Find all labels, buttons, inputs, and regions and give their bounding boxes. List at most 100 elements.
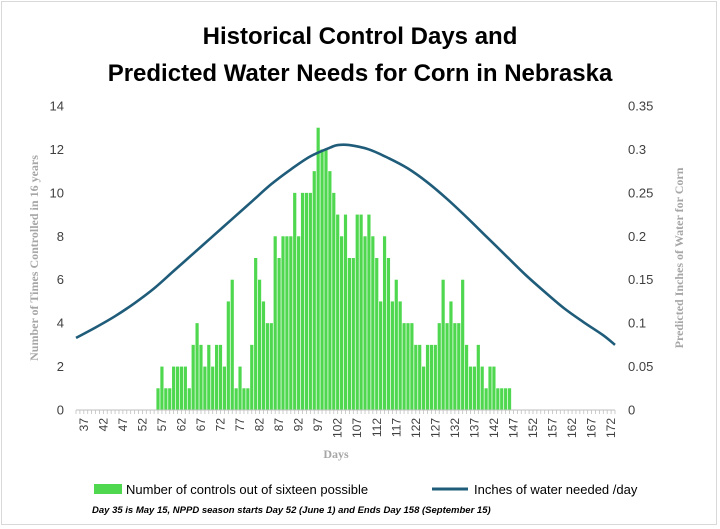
bar-day-138 (476, 344, 480, 410)
bar-day-131 (449, 301, 453, 410)
bar-day-60 (172, 366, 176, 410)
bar-day-75 (230, 279, 234, 410)
x-tick-label: 107 (350, 418, 364, 438)
bar-day-115 (386, 258, 391, 410)
x-tick-label: 92 (292, 418, 306, 432)
x-tick-label: 37 (77, 418, 91, 432)
y-right-tick-label: 0.2 (628, 229, 646, 244)
x-tick-label: 82 (253, 418, 267, 432)
bar-day-114 (382, 236, 387, 410)
bar-day-141 (488, 366, 492, 410)
bar-day-137 (472, 366, 476, 410)
bar-day-76 (234, 388, 238, 410)
bar-day-104 (343, 214, 348, 410)
x-tick-label: 172 (604, 418, 618, 438)
bar-day-72 (218, 344, 223, 410)
legend-bar-label: Number of controls out of sixteen possib… (126, 482, 368, 497)
bar-day-129 (441, 279, 445, 410)
y-left-tick-label: 4 (57, 316, 64, 331)
bar-day-102 (336, 214, 340, 410)
y-left-tick-label: 6 (57, 272, 64, 287)
bar-day-109 (363, 236, 367, 410)
bar-day-136 (468, 366, 473, 410)
bar-day-97 (316, 127, 320, 411)
x-tick-label: 72 (214, 418, 228, 432)
legend-bar-swatch (94, 484, 122, 494)
bar-day-107 (355, 214, 359, 410)
legend-line-label: Inches of water needed /day (474, 482, 638, 497)
footnote: Day 35 is May 15, NPPD season starts Day… (92, 505, 491, 516)
bar-day-134 (461, 279, 465, 410)
x-tick-label: 142 (487, 418, 501, 438)
bar-day-144 (500, 388, 504, 410)
x-tick-label: 67 (194, 418, 208, 432)
y-right-tick-label: 0.25 (628, 185, 653, 200)
bar-day-135 (464, 344, 469, 410)
bar-day-61 (175, 366, 180, 410)
chart-title-line1: Historical Control Days and (203, 23, 518, 50)
bar-day-108 (359, 214, 363, 410)
bar-day-78 (242, 388, 246, 410)
x-tick-label: 47 (116, 418, 130, 432)
y-left-tick-label: 2 (57, 359, 64, 374)
bar-day-70 (211, 366, 215, 410)
y-right-tick-label: 0.1 (628, 316, 646, 331)
x-tick-label: 137 (467, 418, 481, 438)
bar-day-106 (351, 258, 355, 410)
x-tick-label: 57 (155, 418, 169, 432)
x-tick-label: 152 (526, 418, 540, 438)
y-left-tick-label: 12 (50, 142, 64, 157)
bar-day-79 (246, 388, 250, 410)
bar-day-140 (484, 388, 488, 410)
bar-day-105 (347, 258, 351, 410)
bar-day-103 (339, 236, 344, 410)
bar-day-67 (199, 344, 203, 410)
bar-day-121 (410, 323, 414, 410)
bar-day-59 (168, 388, 172, 410)
bar-day-126 (429, 344, 434, 410)
bar-day-88 (281, 236, 285, 410)
x-tick-label: 97 (311, 418, 325, 432)
bar-day-86 (273, 236, 277, 410)
bar-day-66 (195, 323, 199, 410)
bar-day-128 (437, 323, 441, 410)
x-tick-label: 52 (135, 418, 149, 432)
bar-day-71 (215, 344, 219, 410)
x-tick-label: 87 (272, 418, 286, 432)
bar-day-92 (297, 236, 301, 410)
bar-day-116 (390, 301, 394, 410)
bar-day-84 (265, 323, 269, 410)
bar-day-85 (269, 323, 273, 410)
bar-day-95 (308, 192, 312, 410)
bar-day-89 (285, 236, 289, 410)
x-tick-label: 102 (331, 418, 345, 438)
y-left-tick-label: 14 (50, 99, 64, 114)
x-tick-label: 112 (370, 418, 384, 437)
bar-day-93 (300, 192, 305, 410)
bar-day-120 (406, 323, 410, 410)
bar-day-143 (496, 388, 500, 410)
x-tick-label: 157 (546, 418, 560, 438)
bar-day-123 (418, 344, 422, 410)
bar-day-139 (480, 366, 484, 410)
y-right-tick-label: 0.05 (628, 359, 653, 374)
x-ticks: 37 42 47 52 57 62 67 72 77 82 87 92 97 102 107 112 117 12… (77, 418, 618, 438)
bar-day-81 (254, 258, 258, 410)
x-tick-label: 127 (428, 418, 442, 438)
x-tick-label: 117 (389, 418, 403, 437)
bar-day-122 (414, 344, 418, 410)
bar-day-62 (179, 366, 184, 410)
bar-day-96 (312, 171, 316, 410)
x-tick-label: 77 (233, 418, 247, 432)
x-tick-label: 167 (585, 418, 599, 438)
bar-day-99 (324, 149, 328, 410)
y-right-ticks: 0 0.05 0.1 0.15 0.2 0.25 0.3 0.35 (628, 99, 653, 418)
bar-day-125 (425, 344, 430, 410)
y-left-axis-label: Number of Times Controlled in 16 years (27, 155, 41, 361)
bar-day-100 (328, 171, 332, 410)
y-left-ticks: 0 2 4 6 8 10 12 14 (50, 99, 64, 418)
x-tick-label: 42 (96, 418, 110, 432)
bar-day-98 (320, 149, 324, 410)
